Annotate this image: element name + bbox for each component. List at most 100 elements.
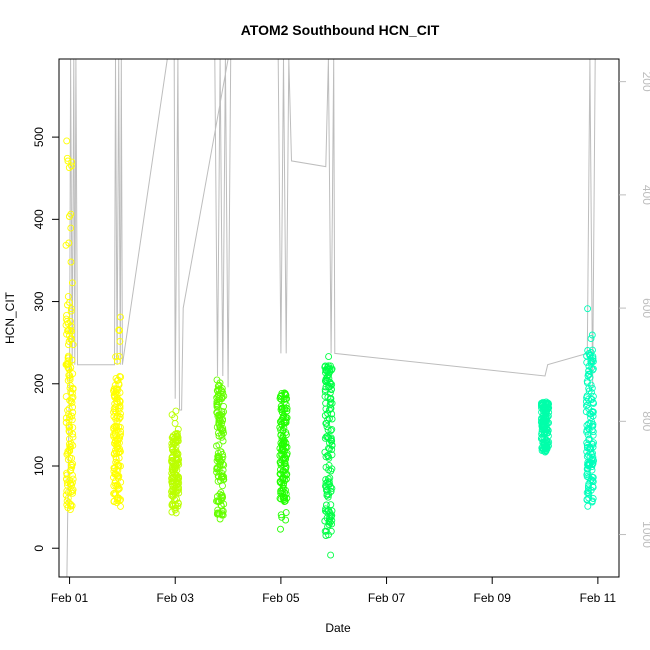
data-point bbox=[66, 396, 74, 404]
data-point bbox=[67, 317, 74, 325]
data-point bbox=[68, 356, 76, 364]
data-point bbox=[69, 384, 77, 392]
data-point bbox=[589, 495, 597, 502]
data-point bbox=[322, 453, 330, 461]
data-point bbox=[214, 449, 222, 457]
data-point bbox=[68, 279, 76, 287]
data-point bbox=[278, 443, 286, 451]
data-point bbox=[67, 224, 75, 232]
data-point bbox=[583, 471, 591, 479]
y-tick-label: 100 bbox=[32, 456, 46, 476]
data-point bbox=[114, 376, 122, 384]
data-point bbox=[63, 469, 71, 477]
data-point bbox=[216, 515, 224, 523]
data-point bbox=[325, 364, 333, 372]
data-point bbox=[116, 404, 124, 412]
data-point bbox=[277, 420, 285, 428]
data-point bbox=[113, 385, 121, 393]
y2-tick-label: 1000 bbox=[640, 521, 650, 548]
data-point bbox=[584, 431, 592, 439]
data-point bbox=[589, 478, 597, 486]
data-point bbox=[173, 466, 181, 474]
data-point bbox=[589, 428, 597, 436]
data-point bbox=[173, 437, 181, 445]
data-point bbox=[65, 405, 73, 413]
data-point bbox=[218, 492, 226, 500]
data-point bbox=[220, 475, 227, 483]
data-point bbox=[69, 433, 77, 441]
data-point bbox=[69, 460, 77, 468]
data-point bbox=[585, 436, 593, 444]
data-point bbox=[115, 352, 123, 360]
data-point bbox=[281, 398, 288, 406]
y-tick-label: 400 bbox=[32, 209, 46, 229]
data-point bbox=[65, 488, 72, 496]
data-point bbox=[587, 381, 595, 389]
data-point bbox=[64, 157, 72, 165]
data-point bbox=[63, 501, 71, 509]
data-point bbox=[328, 381, 336, 389]
data-point bbox=[173, 475, 181, 483]
data-point bbox=[216, 393, 224, 401]
data-point bbox=[280, 450, 288, 458]
data-point bbox=[115, 485, 123, 493]
data-point bbox=[168, 411, 176, 419]
data-point bbox=[67, 258, 75, 266]
data-point bbox=[175, 473, 182, 481]
data-point bbox=[114, 474, 122, 482]
data-point bbox=[219, 451, 226, 458]
data-point bbox=[587, 414, 595, 422]
data-point bbox=[543, 439, 551, 447]
data-point bbox=[324, 493, 332, 501]
data-point bbox=[168, 456, 176, 464]
data-point bbox=[172, 462, 179, 470]
data-point bbox=[213, 493, 221, 500]
data-point bbox=[327, 501, 335, 509]
data-point bbox=[281, 453, 289, 461]
data-point bbox=[112, 374, 120, 382]
data-point bbox=[281, 498, 288, 505]
data-point bbox=[538, 414, 546, 422]
data-point bbox=[174, 500, 182, 508]
data-point bbox=[63, 360, 71, 368]
data-point bbox=[68, 502, 76, 510]
data-point bbox=[113, 391, 121, 398]
data-point bbox=[327, 483, 335, 491]
data-points-layer bbox=[62, 137, 598, 559]
data-point bbox=[540, 405, 548, 413]
data-point bbox=[325, 362, 332, 370]
data-point bbox=[278, 389, 286, 397]
x-axis-label: Date bbox=[325, 621, 351, 635]
data-point bbox=[588, 384, 596, 392]
data-point bbox=[588, 388, 595, 396]
data-point bbox=[64, 504, 72, 512]
y-tick-label: 0 bbox=[32, 545, 46, 552]
data-point bbox=[323, 419, 331, 427]
data-point bbox=[215, 452, 222, 460]
data-point bbox=[589, 431, 597, 439]
data-point bbox=[62, 315, 70, 323]
y2-tick-label: 200 bbox=[640, 72, 650, 92]
data-point bbox=[588, 466, 596, 474]
data-point bbox=[169, 493, 177, 500]
data-point bbox=[112, 424, 120, 432]
data-point bbox=[584, 487, 592, 494]
data-point bbox=[110, 408, 118, 416]
data-point bbox=[214, 401, 222, 409]
x-axis: Feb 01 Feb 03 Feb 05 Feb 07 Feb 09 Feb 11 bbox=[51, 576, 616, 605]
data-point bbox=[215, 386, 223, 394]
data-point bbox=[282, 464, 290, 472]
data-point bbox=[65, 440, 73, 448]
data-point bbox=[68, 162, 76, 170]
data-point bbox=[63, 479, 71, 487]
data-point bbox=[69, 475, 77, 483]
data-point bbox=[62, 414, 70, 422]
data-point bbox=[215, 432, 223, 440]
x-tick-label: Feb 05 bbox=[262, 591, 300, 605]
data-point bbox=[280, 479, 288, 487]
data-point bbox=[110, 498, 118, 505]
data-point bbox=[589, 443, 597, 451]
data-point bbox=[67, 461, 75, 469]
data-point bbox=[68, 327, 76, 335]
